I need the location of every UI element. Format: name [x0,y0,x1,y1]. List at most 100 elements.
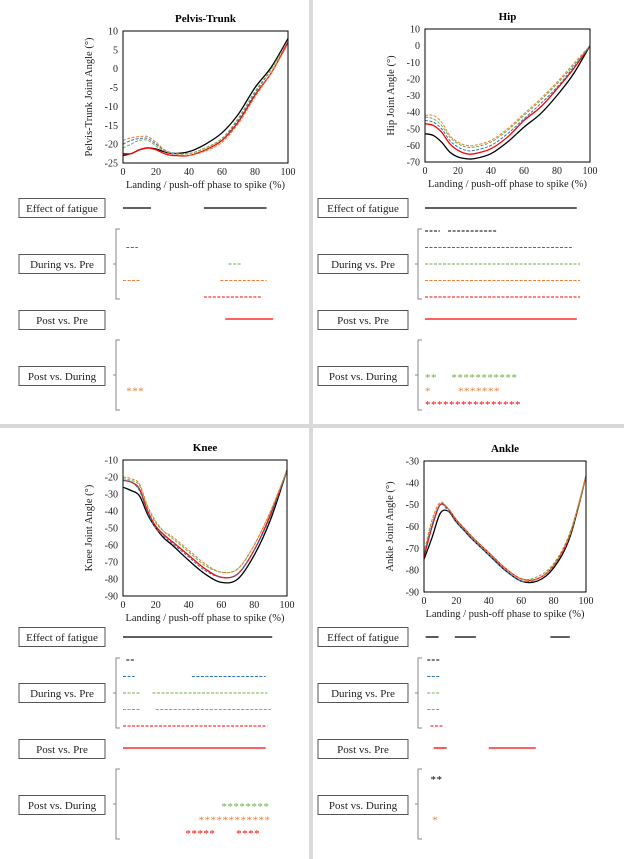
row-label-post_during: Post vs. During [28,371,97,383]
series-line-black-solid [122,469,288,584]
row-label-effect: Effect of fatigue [327,632,399,644]
x-tick-label: 60 [217,167,227,178]
post-during-stars-red: **************** [425,399,521,411]
y-tick-label: -60 [407,141,420,152]
row-label-box-during [317,254,409,274]
bracket-during [415,228,422,300]
x-tick-label: 20 [451,596,461,607]
row-label-post_during: Post vs. During [329,800,398,812]
y-tick-label: -90 [105,592,118,603]
bracket-post_during [113,768,120,840]
series-line-blue-dashed [423,476,587,583]
x-tick-label: 40 [184,167,194,178]
row-label-during: During vs. Pre [331,259,395,271]
x-axis-label: Landing / push-off phase to spike (%) [126,180,286,191]
post-during-stars-black: ** [430,774,442,786]
x-tick-label: 40 [184,600,194,611]
chart-title: Pelvis-Trunk [175,13,237,25]
x-tick-label: 100 [280,600,295,611]
series-line-blue-dashed [424,45,591,152]
chart-title: Hip [499,11,517,23]
series-line-green-dashed [122,40,289,155]
row-label-box-during [317,683,409,703]
x-tick-label: 100 [583,166,598,177]
y-tick-label: 0 [415,41,420,52]
x-tick-label: 0 [121,600,126,611]
x-axis-label: Landing / push-off phase to spike (%) [425,609,585,620]
row-label-box-effect [18,627,106,647]
row-label-box-post_pre [18,310,106,330]
post-during-stars-orange: * [432,815,438,827]
post-during-stars-green: ** [425,372,437,384]
y-tick-label: 0 [113,64,118,75]
y-tick-label: -80 [105,575,118,586]
x-tick-label: 0 [422,596,427,607]
x-tick-label: 80 [552,166,562,177]
series-line-orange-dashed [423,476,587,581]
row-label-during: During vs. Pre [30,688,94,700]
y-axis-label: Hip Joint Angle (°) [386,55,397,136]
y-tick-label: -70 [105,558,118,569]
row-label-box-post_pre [317,739,409,759]
y-tick-label: -25 [105,159,118,170]
bracket-during [113,657,120,729]
row-label-post_during: Post vs. During [28,800,97,812]
bracket-post_during [113,339,120,411]
y-tick-label: -70 [406,544,419,555]
y-tick-label: -15 [105,121,118,132]
x-tick-label: 100 [579,596,594,607]
row-label-box-post_during [317,795,409,815]
series-line-green-dashed [423,476,587,581]
row-label-box-post_during [18,795,106,815]
bracket-post_during [415,339,422,411]
row-label-box-effect [18,198,106,218]
bracket-during [113,228,120,300]
y-tick-label: -90 [406,588,419,599]
x-tick-label: 40 [486,166,496,177]
row-label-box-effect [317,198,409,218]
row-label-box-during [18,254,106,274]
y-tick-label: -20 [105,473,118,484]
panel-knee: Knee -90 -80 -70 -60 -50 -40 -30 -20 -10 0 20 40 60 80… [18,442,295,840]
y-tick-label: -50 [105,524,118,535]
series-line-blue-dashed [122,40,289,155]
x-tick-label: 60 [516,596,526,607]
y-tick-label: 10 [410,25,420,36]
post-during-stars-orange: ************ [198,815,270,827]
post-during-stars-orange: * [425,386,431,398]
y-tick-label: -10 [407,58,420,69]
series-line-red-solid [423,476,587,582]
y-tick-label: -30 [105,490,118,501]
row-label-box-post_during [18,366,106,386]
post-during-stars-orange: *** [126,386,144,398]
row-label-box-post_pre [18,739,106,759]
panel-ankle: Ankle -90 -80 -70 -60 -50 -40 -30 0 20 40 60 80 100 La… [317,443,594,840]
row-label-post_pre: Post vs. Pre [337,315,389,327]
series-line-black-solid [424,45,591,160]
y-tick-label: -50 [407,124,420,135]
y-tick-label: 5 [113,45,118,56]
x-tick-label: 40 [484,596,494,607]
row-label-post_pre: Post vs. Pre [337,744,389,756]
y-axis-label: Ankle Joint Angle (°) [385,481,396,572]
y-tick-label: -10 [105,456,118,467]
series-line-black-solid [423,476,587,584]
y-tick-label: -60 [105,541,118,552]
plot-frame [122,459,288,597]
y-tick-label: -40 [105,507,118,518]
chart-title: Ankle [491,443,519,455]
y-tick-label: -50 [406,500,419,511]
row-label-post_pre: Post vs. Pre [36,744,88,756]
row-label-post_pre: Post vs. Pre [36,315,88,327]
y-tick-label: -40 [406,478,419,489]
post-during-stars-red: ***** [185,828,215,840]
x-axis-label: Landing / push-off phase to spike (%) [428,179,588,190]
y-tick-label: -20 [105,140,118,151]
series-line-green-dashed [424,45,591,149]
row-label-during: During vs. Pre [331,688,395,700]
series-line-orange-dashed [122,43,289,157]
series-line-red-solid [424,45,591,155]
y-tick-label: -5 [110,83,118,94]
row-label-post_during: Post vs. During [329,371,398,383]
x-tick-label: 20 [453,166,463,177]
